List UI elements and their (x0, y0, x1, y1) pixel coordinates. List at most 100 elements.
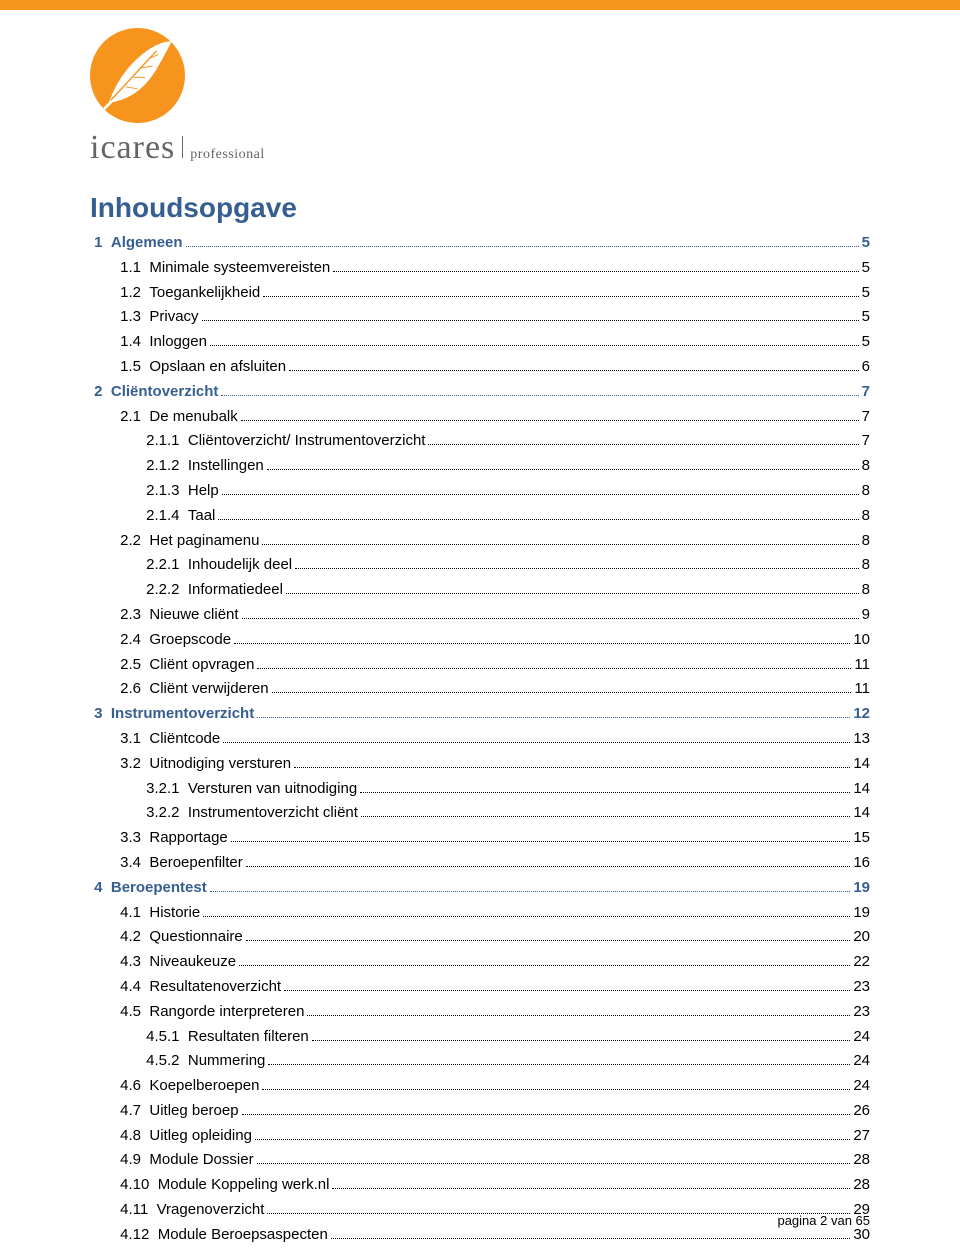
toc-leader-dots (241, 420, 859, 421)
toc-leader-dots (312, 1040, 851, 1041)
toc-leader-dots (294, 767, 850, 768)
toc-entry-page: 8 (862, 579, 870, 602)
toc-entry-page: 6 (862, 356, 870, 379)
toc-entry-page: 8 (862, 455, 870, 478)
toc-entry[interactable]: 2.2.1 Inhoudelijk deel8 (142, 554, 870, 577)
toc-entry[interactable]: 3.1 Cliëntcode13 (116, 728, 870, 751)
toc-entry[interactable]: 4 Beroepentest19 (90, 877, 870, 900)
toc-entry[interactable]: 4.1 Historie19 (116, 902, 870, 925)
toc-entry[interactable]: 4.5 Rangorde interpreteren23 (116, 1001, 870, 1024)
toc-entry-page: 24 (853, 1026, 870, 1049)
toc-entry-page: 28 (853, 1174, 870, 1197)
toc-entry[interactable]: 2.1.2 Instellingen8 (142, 455, 870, 478)
toc-leader-dots (221, 395, 858, 396)
toc-entry[interactable]: 2.3 Nieuwe cliënt9 (116, 604, 870, 627)
toc-leader-dots (268, 1064, 850, 1065)
toc-leader-dots (210, 345, 859, 346)
logo-divider (182, 136, 183, 158)
toc-entry[interactable]: 4.7 Uitleg beroep26 (116, 1100, 870, 1123)
toc-entry[interactable]: 2.2.2 Informatiedeel8 (142, 579, 870, 602)
logo-brand: icares (90, 129, 175, 167)
toc-entry[interactable]: 4.3 Niveaukeuze22 (116, 951, 870, 974)
toc-entry-page: 7 (862, 430, 870, 453)
page-title: Inhoudsopgave (90, 192, 870, 224)
toc-entry[interactable]: 4.5.1 Resultaten filteren24 (142, 1026, 870, 1049)
toc-entry-number: 4.10 (116, 1174, 158, 1197)
toc-entry[interactable]: 1.1 Minimale systeemvereisten5 (116, 257, 870, 280)
toc-entry[interactable]: 4.4 Resultatenoverzicht23 (116, 976, 870, 999)
toc-entry-number: 4.5 (116, 1001, 149, 1024)
toc-entry-label: Instrumentoverzicht (111, 703, 254, 726)
toc-entry[interactable]: 4.2 Questionnaire20 (116, 926, 870, 949)
toc-entry-label: Beroepenfilter (149, 852, 242, 875)
toc-entry-page: 14 (853, 753, 870, 776)
logo-text: icares professional (90, 129, 265, 167)
toc-entry[interactable]: 3.2 Uitnodiging versturen14 (116, 753, 870, 776)
toc-entry[interactable]: 4.5.2 Nummering24 (142, 1050, 870, 1073)
toc-entry-number: 3.4 (116, 852, 149, 875)
toc-entry[interactable]: 3.4 Beroepenfilter16 (116, 852, 870, 875)
toc-entry-label: Het paginamenu (149, 530, 259, 553)
toc-leader-dots (257, 668, 851, 669)
toc-entry-number: 1 (90, 232, 111, 255)
toc-entry[interactable]: 4.10 Module Koppeling werk.nl28 (116, 1174, 870, 1197)
toc-leader-dots (246, 866, 851, 867)
toc-entry[interactable]: 2.4 Groepscode10 (116, 629, 870, 652)
toc-entry[interactable]: 4.8 Uitleg opleiding27 (116, 1125, 870, 1148)
toc-entry[interactable]: 4.9 Module Dossier28 (116, 1149, 870, 1172)
toc-entry[interactable]: 4.12 Module Beroepsaspecten30 (116, 1224, 870, 1247)
toc-entry[interactable]: 3.2.2 Instrumentoverzicht cliënt14 (142, 802, 870, 825)
toc-entry[interactable]: 2.2 Het paginamenu8 (116, 530, 870, 553)
toc-entry-page: 8 (862, 505, 870, 528)
toc-entry-number: 2.5 (116, 654, 149, 677)
toc-entry[interactable]: 1.3 Privacy5 (116, 306, 870, 329)
toc-entry[interactable]: 2.6 Cliënt verwijderen11 (116, 678, 870, 701)
toc-entry-label: Privacy (149, 306, 198, 329)
toc-entry-number: 2 (90, 381, 111, 404)
toc-entry[interactable]: 3.2.1 Versturen van uitnodiging14 (142, 778, 870, 801)
toc-entry[interactable]: 2.1.3 Help8 (142, 480, 870, 503)
toc-entry[interactable]: 2.1.1 Cliëntoverzicht/ Instrumentoverzic… (142, 430, 870, 453)
toc-leader-dots (307, 1015, 850, 1016)
toc-entry[interactable]: 2.1 De menubalk7 (116, 406, 870, 429)
toc-leader-dots (203, 916, 850, 917)
toc-entry-number: 3.3 (116, 827, 149, 850)
toc-leader-dots (267, 1213, 850, 1214)
toc-entry-label: Historie (149, 902, 200, 925)
toc-entry-label: Resultaten filteren (188, 1026, 309, 1049)
toc-entry-page: 20 (853, 926, 870, 949)
toc-entry-page: 10 (853, 629, 870, 652)
toc-entry-page: 24 (853, 1050, 870, 1073)
toc-entry[interactable]: 1.2 Toegankelijkheid5 (116, 282, 870, 305)
toc-entry-number: 3.1 (116, 728, 149, 751)
toc-entry-label: Cliëntoverzicht (111, 381, 219, 404)
toc-entry-number: 4.12 (116, 1224, 158, 1247)
toc-entry[interactable]: 1 Algemeen5 (90, 232, 870, 255)
toc-entry-label: Inloggen (149, 331, 207, 354)
toc-entry-page: 19 (853, 877, 870, 900)
toc-entry[interactable]: 3.3 Rapportage15 (116, 827, 870, 850)
toc-entry-number: 2.4 (116, 629, 149, 652)
toc-entry[interactable]: 3 Instrumentoverzicht12 (90, 703, 870, 726)
toc-entry-label: Cliëntcode (149, 728, 220, 751)
toc-entry-page: 26 (853, 1100, 870, 1123)
toc-leader-dots (284, 990, 850, 991)
toc-leader-dots (332, 1188, 850, 1189)
toc-entry[interactable]: 2 Cliëntoverzicht7 (90, 381, 870, 404)
toc-leader-dots (186, 246, 859, 247)
toc-entry[interactable]: 2.1.4 Taal8 (142, 505, 870, 528)
toc-entry-number: 2.1 (116, 406, 149, 429)
toc-entry[interactable]: 4.6 Koepelberoepen24 (116, 1075, 870, 1098)
toc-leader-dots (361, 816, 850, 817)
toc-leader-dots (272, 692, 852, 693)
toc-entry[interactable]: 2.5 Cliënt opvragen11 (116, 654, 870, 677)
toc-entry-label: Instrumentoverzicht cliënt (188, 802, 358, 825)
toc-entry-number: 1.3 (116, 306, 149, 329)
toc-entry-label: Toegankelijkheid (149, 282, 260, 305)
toc-entry[interactable]: 4.11 Vragenoverzicht29 (116, 1199, 870, 1222)
toc-entry-number: 3 (90, 703, 111, 726)
toc-entry[interactable]: 1.5 Opslaan en afsluiten6 (116, 356, 870, 379)
toc-entry[interactable]: 1.4 Inloggen5 (116, 331, 870, 354)
toc-leader-dots (234, 643, 850, 644)
toc-entry-number: 2.2.2 (142, 579, 188, 602)
